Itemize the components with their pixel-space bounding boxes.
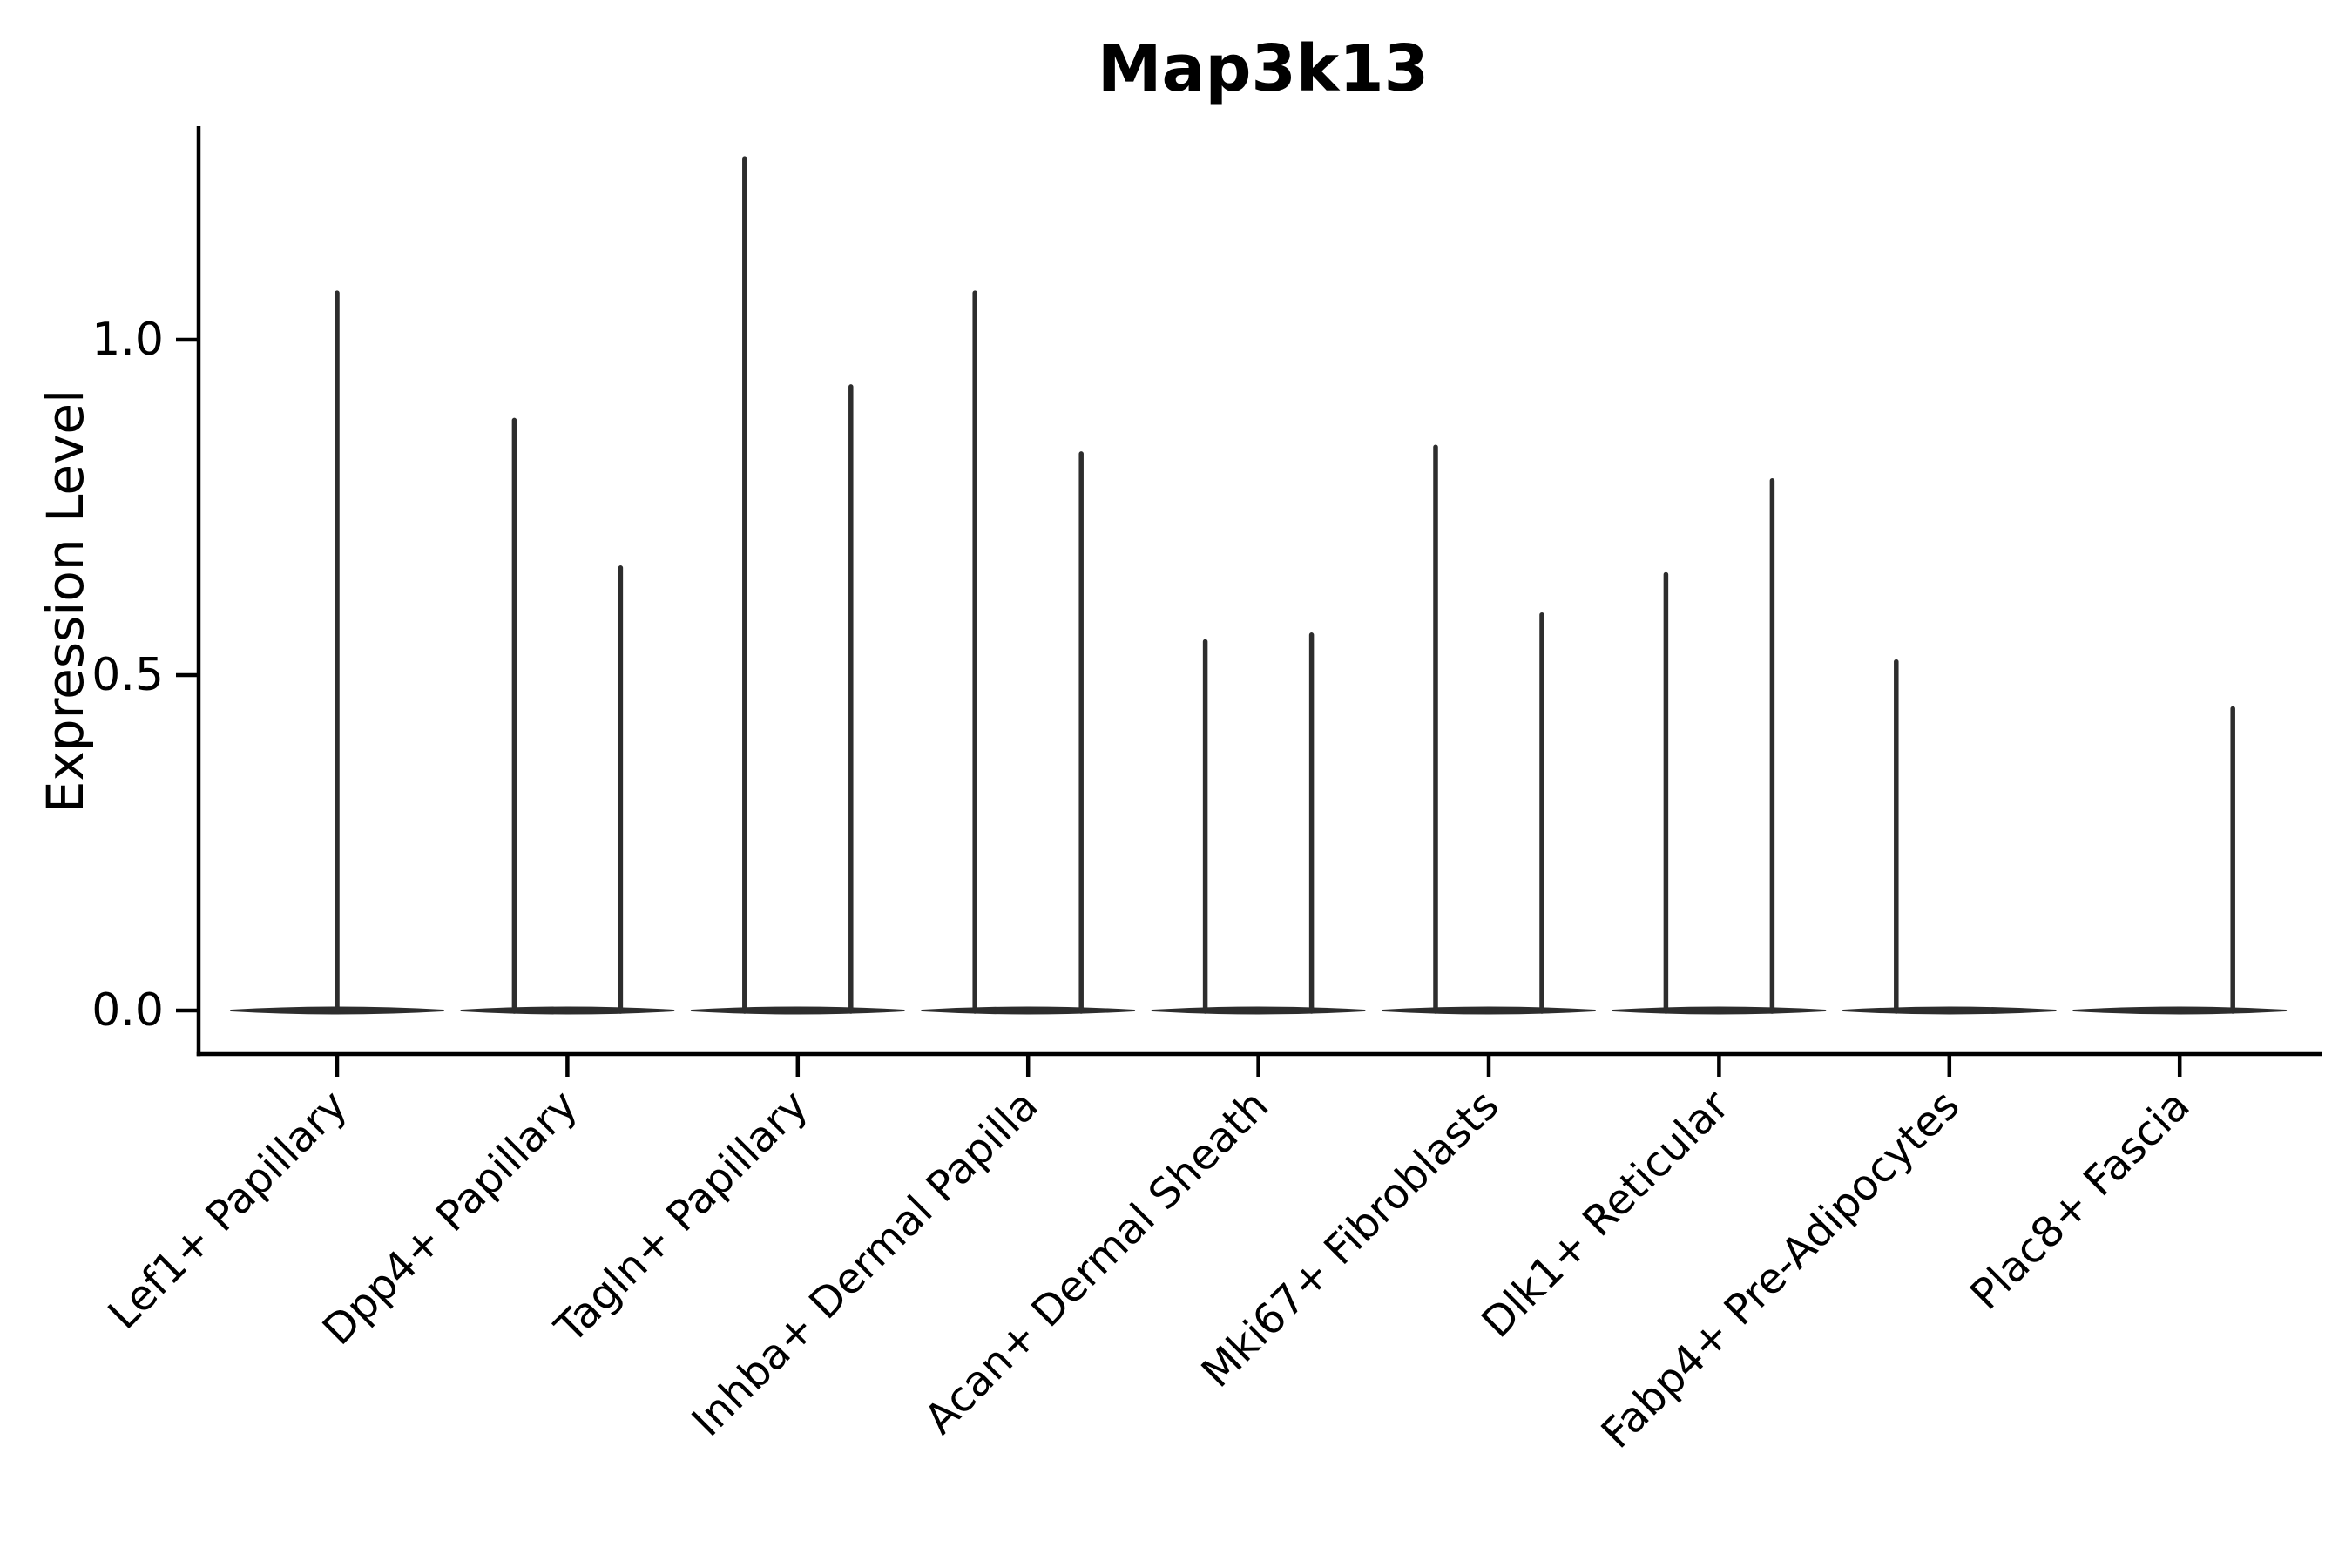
violin-baseline bbox=[1612, 1006, 1827, 1015]
violin-group bbox=[230, 290, 444, 1015]
violin-baseline bbox=[1382, 1006, 1596, 1015]
y-tick-label: 0.5 bbox=[91, 649, 164, 701]
violins-layer bbox=[230, 156, 2288, 1015]
x-tick-label: Plac8+ Fascia bbox=[1961, 1081, 2200, 1320]
violin-baseline bbox=[921, 1006, 1136, 1015]
violin-baseline bbox=[2072, 1006, 2288, 1015]
violin-baseline bbox=[1151, 1006, 1366, 1015]
violin-group bbox=[1382, 444, 1596, 1015]
y-tick-label: 1.0 bbox=[91, 314, 164, 366]
violin-baseline bbox=[1842, 1006, 2057, 1015]
violin-group bbox=[1151, 632, 1366, 1015]
x-tick-label: Dpp4+ Papillary bbox=[314, 1081, 587, 1355]
violin-group bbox=[690, 156, 905, 1015]
violin-baseline bbox=[460, 1006, 675, 1015]
violin-group bbox=[2072, 706, 2288, 1015]
violin-group bbox=[1842, 659, 2057, 1015]
x-tick-label: Tagln+ Papillary bbox=[545, 1081, 817, 1353]
violin-baseline bbox=[690, 1006, 905, 1015]
y-tick-label: 0.0 bbox=[91, 984, 164, 1037]
violin-group bbox=[1612, 477, 1827, 1015]
violin-group bbox=[921, 290, 1136, 1015]
y-axis-ticks: 0.0 0.5 1.0 bbox=[91, 314, 199, 1037]
y-axis-label: Expression Level bbox=[36, 389, 95, 813]
violin-group bbox=[460, 417, 675, 1015]
chart-title: Map3k13 bbox=[1098, 31, 1429, 106]
x-tick-label: Lef1+ Papillary bbox=[99, 1081, 357, 1339]
x-tick-label: Dlk1+ Reticular bbox=[1472, 1081, 1739, 1348]
